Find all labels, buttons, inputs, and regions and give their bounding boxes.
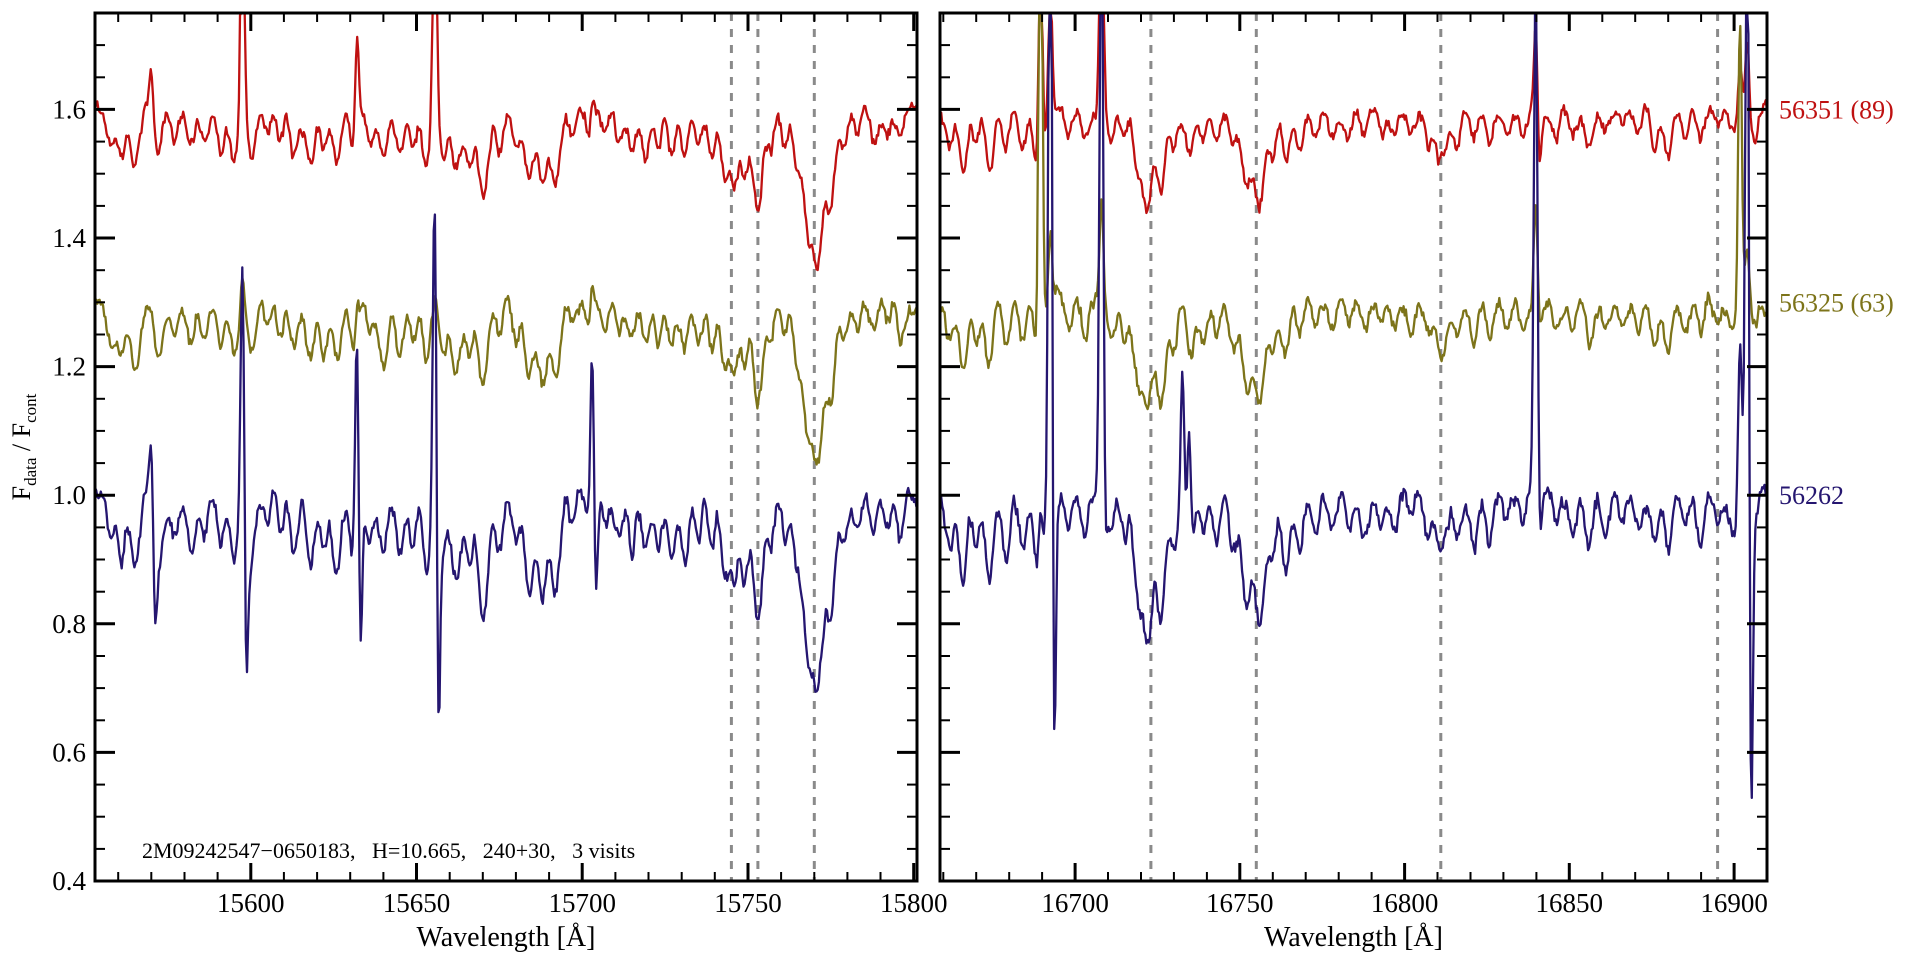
spectrum-56351-right bbox=[938, 11, 1768, 215]
x-tick-label: 16750 bbox=[1206, 888, 1274, 918]
annotation-text: 2M09242547−0650183, H=10.665, 240+30, 3 … bbox=[142, 838, 635, 863]
series-label-56351: 56351 (89) bbox=[1779, 95, 1894, 124]
y-axis-title: Fdata / Fcont bbox=[7, 393, 40, 500]
x-tick-label: 16850 bbox=[1536, 888, 1604, 918]
x-tick-label: 15700 bbox=[548, 888, 616, 918]
x-tick-label: 16900 bbox=[1700, 888, 1768, 918]
y-tick-label: 1.4 bbox=[52, 223, 86, 253]
y-tick-label: 0.4 bbox=[52, 866, 86, 896]
spectrum-56262-right bbox=[938, 11, 1768, 800]
y-tick-label: 1.0 bbox=[52, 480, 86, 510]
series-label-56325: 56325 (63) bbox=[1779, 288, 1894, 317]
x-tick-label: 15750 bbox=[714, 888, 782, 918]
x-axis-title: Wavelength [Å] bbox=[1264, 922, 1443, 953]
y-tick-label: 1.6 bbox=[52, 94, 86, 124]
x-tick-label: 15800 bbox=[880, 888, 948, 918]
y-tick-label: 0.8 bbox=[52, 609, 86, 639]
spectrum-56325-left bbox=[93, 276, 918, 466]
spectrum-56262-left bbox=[93, 213, 918, 714]
y-tick-label: 0.6 bbox=[52, 737, 86, 767]
spectrum-56351-left bbox=[93, 11, 918, 272]
panel-left: 15600 15650 15700 15750 15800 Wavelength [Å] bbox=[93, 11, 948, 953]
axis-ticks bbox=[95, 13, 917, 883]
x-tick-label: 15650 bbox=[383, 888, 451, 918]
axis-ticks bbox=[940, 13, 1768, 883]
x-tick-label: 16700 bbox=[1041, 888, 1109, 918]
series-label-56262: 56262 bbox=[1779, 481, 1844, 510]
panel-frame bbox=[93, 11, 919, 883]
spectrum-56325-right bbox=[938, 11, 1768, 411]
x-tick-label: 15600 bbox=[217, 888, 285, 918]
panel-frame bbox=[938, 11, 1769, 883]
y-tick-label: 1.2 bbox=[52, 352, 86, 382]
x-tick-label: 16800 bbox=[1371, 888, 1439, 918]
panel-right: 16700 16750 16800 16850 16900 Wavelength [Å] bbox=[938, 11, 1769, 953]
x-axis-title: Wavelength [Å] bbox=[417, 922, 596, 953]
